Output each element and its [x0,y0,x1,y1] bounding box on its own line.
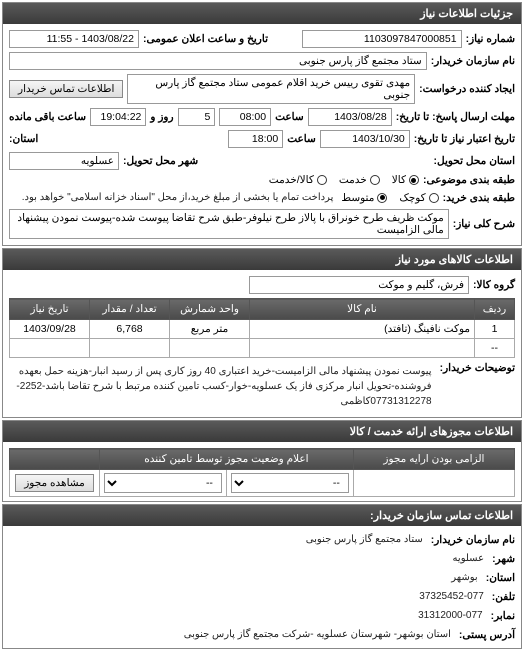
purchase-radio-group: کوچک متوسط [341,192,438,204]
deadline-date-field: 1403/08/28 [308,108,392,126]
col-mandatory: الزامی بودن ارایه مجوز [353,449,514,470]
credit-date-field: 1403/10/30 [320,130,410,148]
prov-value: بوشهر [447,570,481,585]
permits-panel: اطلاعات مجوزهای ارائه خدمت / کالا الزامی… [2,420,522,502]
table-row-empty: -- [10,339,515,358]
buyer-explain-label: توضیحات خریدار: [440,362,515,374]
panel-header: اطلاعات مجوزهای ارائه خدمت / کالا [3,421,521,442]
permit-select-2[interactable]: -- [104,473,222,493]
col-name: نام کالا [250,299,475,320]
city-label: شهر: [492,553,515,565]
addr-label: آدرس پستی: [459,629,515,641]
col-row: ردیف [475,299,515,320]
panel-header: اطلاعات تماس سازمان خریدار: [3,505,521,526]
requester-field: مهدی تقوی رییس خرید اقلام عمومی ستاد مجت… [127,74,415,104]
panel-header: جزئیات اطلاعات نیاز [3,3,521,24]
fax-label: نمابر: [491,610,515,622]
requester-label: ایجاد کننده درخواست: [419,83,515,95]
radio-medium[interactable]: متوسط [341,192,387,204]
radio-small-label: کوچک [399,192,425,204]
radio-both-label: کالا/خدمت [269,174,314,186]
province-empty-label: استان: [9,133,38,145]
radio-medium-label: متوسط [341,192,374,204]
table-row: -- -- مشاهده مجوز [10,470,515,497]
announce-date-field: 1403/08/22 - 11:55 [9,30,139,48]
need-details-panel: جزئیات اطلاعات نیاز شماره نیاز: 11030978… [2,2,522,246]
delivery-city-label: شهر محل تحویل: [123,155,198,167]
goods-table: ردیف نام کالا واحد شمارش تعداد / مقدار ت… [9,298,515,358]
col-date: تاریخ نیاز [10,299,90,320]
addr-value: استان بوشهر- شهرستان عسلویه -شرکت مجتمع … [180,627,455,642]
topic-class-label: طبقه بندی موضوعی: [423,174,515,186]
credit-time-field: 18:00 [228,130,283,148]
delivery-city-field: عسلویه [9,152,119,170]
panel-header: اطلاعات کالاهای مورد نیاز [3,249,521,270]
credit-date-label: تاریخ اعتبار نیاز تا تاریخ: [414,133,515,145]
remain-unit-label: روز و [150,111,173,123]
col-unit: واحد شمارش [170,299,250,320]
radio-small[interactable]: کوچک [399,192,438,204]
view-permit-button[interactable]: مشاهده مجوز [15,474,94,492]
col-status: اعلام وضعیت مجوز توسط تامین کننده [100,449,354,470]
prov-label: استان: [486,572,515,584]
remain-hours-field: 19:04:22 [90,108,146,126]
tel-value: 37325452-077 [415,589,488,604]
radio-both[interactable]: کالا/خدمت [269,174,327,186]
buyer-org-field: ستاد مجتمع گاز پارس جنوبی [9,52,427,70]
cell-unit: متر مربع [170,320,250,339]
permit-select-1[interactable]: -- [231,473,349,493]
buyer-org-label: نام سازمان خریدار: [431,55,515,67]
goods-group-field: فرش، گلیم و موکت [249,276,469,294]
permits-table: الزامی بودن ارایه مجوز اعلام وضعیت مجوز … [9,448,515,497]
payment-note: پرداخت تمام یا بخشی از مبلغ خرید،از محل … [9,190,337,205]
org-value: ستاد مجتمع گاز پارس جنوبی [302,532,427,547]
tel-label: تلفن: [492,591,515,603]
cell-qty: 6,768 [90,320,170,339]
remain-suffix-label: ساعت باقی مانده [9,111,86,123]
deadline-time-field: 08:00 [219,108,271,126]
credit-time-label: ساعت [287,133,316,145]
col-qty: تعداد / مقدار [90,299,170,320]
table-row: 1 موکت نافینگ (تافتد) متر مربع 6,768 140… [10,320,515,339]
buyer-contact-button[interactable]: اطلاعات تماس خریدار [9,80,123,98]
fax-value: 31312000-077 [414,608,487,623]
deadline-label: مهلت ارسال پاسخ: تا تاریخ: [396,111,515,123]
radio-service-label: خدمت [339,174,367,186]
goods-info-panel: اطلاعات کالاهای مورد نیاز گروه کالا: فرش… [2,248,522,418]
radio-service[interactable]: خدمت [339,174,380,186]
cell-row: 1 [475,320,515,339]
announce-date-label: تاریخ و ساعت اعلان عمومی: [143,33,268,45]
buyer-explain-text: پیوست نمودن پیشنهاد مالی الزامیست-خرید ا… [9,362,436,411]
deadline-time-label: ساعت [275,111,304,123]
need-number-label: شماره نیاز: [466,33,515,45]
cell-date: 1403/09/28 [10,320,90,339]
cell-name: موکت نافینگ (تافتد) [250,320,475,339]
topic-radio-group: کالا خدمت کالا/خدمت [269,174,419,186]
need-number-field: 1103097847000851 [302,30,462,48]
city-value: عسلویه [449,551,489,566]
radio-goods-label: کالا [392,174,406,186]
general-desc-field: موکت ظریف طرح خونراق با پالاز طرح نیلوفر… [9,209,449,239]
goods-group-label: گروه کالا: [473,279,515,291]
remain-days-field: 5 [178,108,216,126]
purchase-class-label: طبقه بندی خرید: [443,192,515,204]
buyer-contact-panel: اطلاعات تماس سازمان خریدار: نام سازمان خ… [2,504,522,649]
delivery-province-label: استان محل تحویل: [434,155,515,167]
org-label: نام سازمان خریدار: [431,534,515,546]
general-desc-label: شرح کلی نیاز: [453,218,515,230]
radio-goods[interactable]: کالا [392,174,419,186]
